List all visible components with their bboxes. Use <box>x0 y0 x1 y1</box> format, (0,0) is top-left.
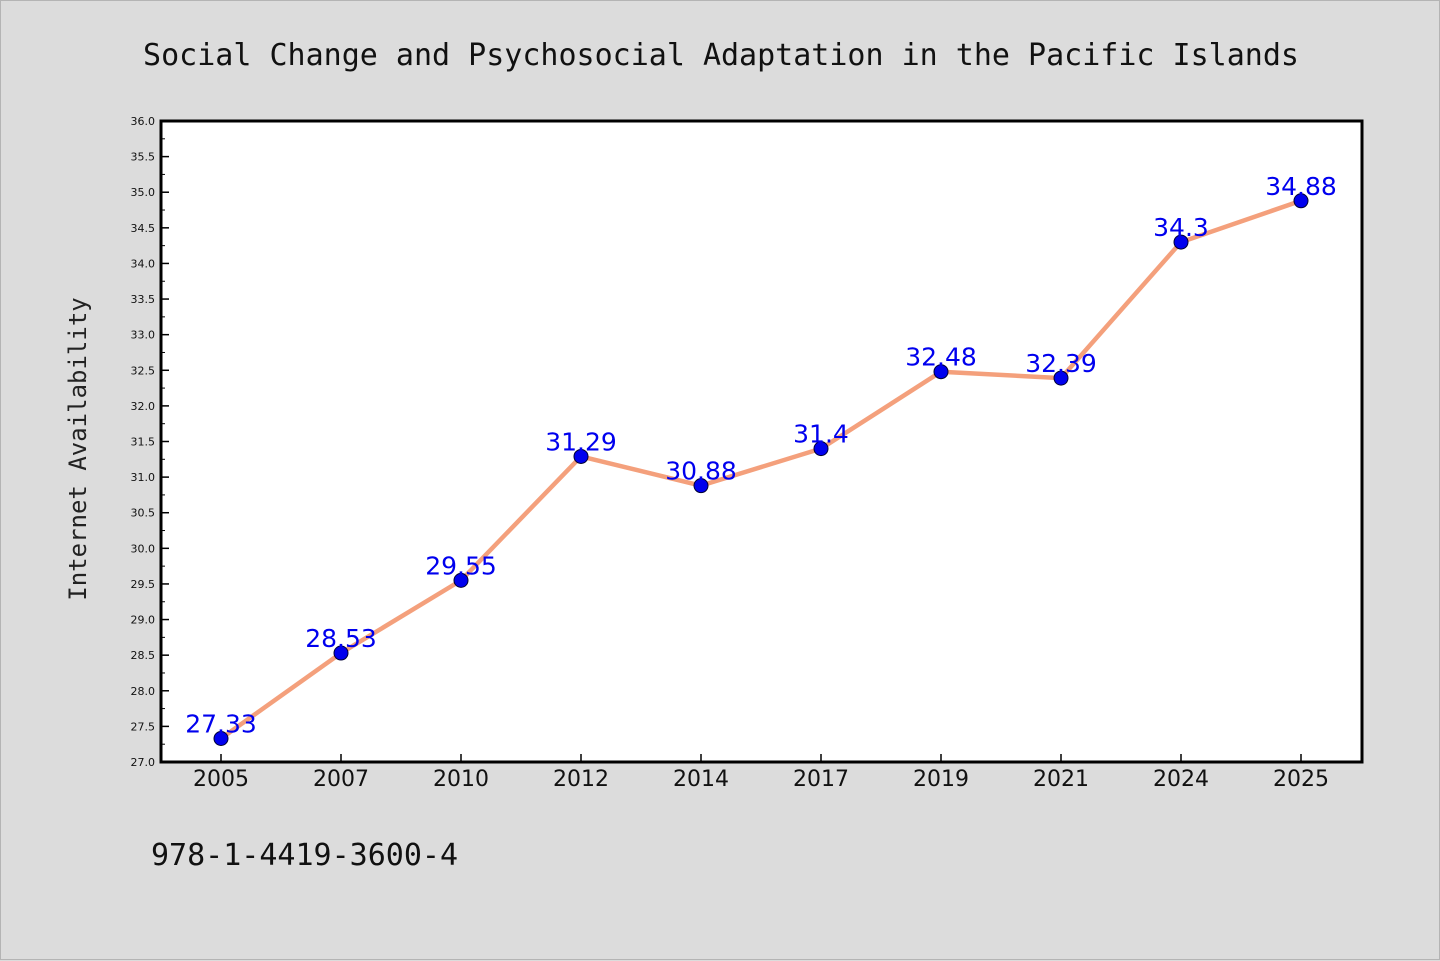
x-tick-label: 2025 <box>1273 767 1329 792</box>
data-label: 34.3 <box>1153 213 1209 242</box>
data-label: 31.4 <box>793 420 849 449</box>
y-tick-label: 35.0 <box>131 186 156 199</box>
data-label: 32.39 <box>1025 349 1097 378</box>
data-point <box>573 448 589 464</box>
x-tick-label: 2021 <box>1033 767 1089 792</box>
y-tick-label: 28.0 <box>131 685 156 698</box>
y-tick-label: 27.0 <box>131 756 156 769</box>
data-point <box>813 441 829 457</box>
data-label: 31.29 <box>545 427 617 456</box>
data-label: 29.55 <box>425 551 497 580</box>
data-label: 30.88 <box>665 457 737 486</box>
y-tick-label: 28.5 <box>131 649 156 662</box>
x-tick-label: 2014 <box>673 767 729 792</box>
data-point <box>693 478 709 494</box>
chart-title: Social Change and Psychosocial Adaptatio… <box>143 38 1299 73</box>
x-tick-label: 2007 <box>313 767 369 792</box>
y-tick-label: 36.0 <box>131 115 156 128</box>
data-point <box>453 572 469 588</box>
data-label: 28.53 <box>305 624 377 653</box>
y-tick-label: 34.5 <box>131 222 156 235</box>
data-point <box>933 364 949 380</box>
y-tick-label: 27.5 <box>131 720 156 733</box>
y-tick-label: 33.5 <box>131 293 156 306</box>
x-tick-label: 2024 <box>1153 767 1209 792</box>
data-point <box>213 730 229 746</box>
y-tick-label: 32.0 <box>131 400 156 413</box>
y-tick-label: 29.0 <box>131 614 156 627</box>
y-axis-label: Internet Availability <box>64 297 92 600</box>
y-tick-label: 32.5 <box>131 364 156 377</box>
data-label: 34.88 <box>1265 172 1337 201</box>
data-point <box>1293 193 1309 209</box>
series-line-group <box>218 198 1304 741</box>
series-line <box>218 198 1304 741</box>
data-labels: 27.33 28.53 29.55 31.29 30.88 31.4 32.48 32.39 3… <box>185 172 1337 739</box>
data-point <box>1053 370 1069 386</box>
x-tick-label: 2017 <box>793 767 849 792</box>
x-tick-label: 2010 <box>433 767 489 792</box>
data-points <box>213 193 1309 746</box>
data-point <box>333 645 349 661</box>
y-tick-label: 33.0 <box>131 329 156 342</box>
y-tick-label: 31.0 <box>131 471 156 484</box>
x-tick-label: 2005 <box>193 767 249 792</box>
y-axis: 27.0 27.5 28.0 28.5 29.0 29.5 30.0 30.5 31.0 31.5… <box>131 115 169 769</box>
x-tick-label: 2012 <box>553 767 609 792</box>
x-axis: 2005 2007 2010 2012 2014 2017 2019 2021 2024 2025 <box>193 754 1329 792</box>
data-label: 32.48 <box>905 343 977 372</box>
y-tick-label: 29.5 <box>131 578 156 591</box>
data-point <box>1173 234 1189 250</box>
y-tick-label: 31.5 <box>131 436 156 449</box>
y-tick-label: 34.0 <box>131 257 156 270</box>
plot-area <box>159 119 1364 764</box>
data-label: 27.33 <box>185 709 257 738</box>
y-tick-label: 35.5 <box>131 151 156 164</box>
x-tick-label: 2019 <box>913 767 969 792</box>
y-tick-label: 30.5 <box>131 507 156 520</box>
isbn-text: 978-1-4419-3600-4 <box>151 838 458 873</box>
y-tick-label: 30.0 <box>131 542 156 555</box>
